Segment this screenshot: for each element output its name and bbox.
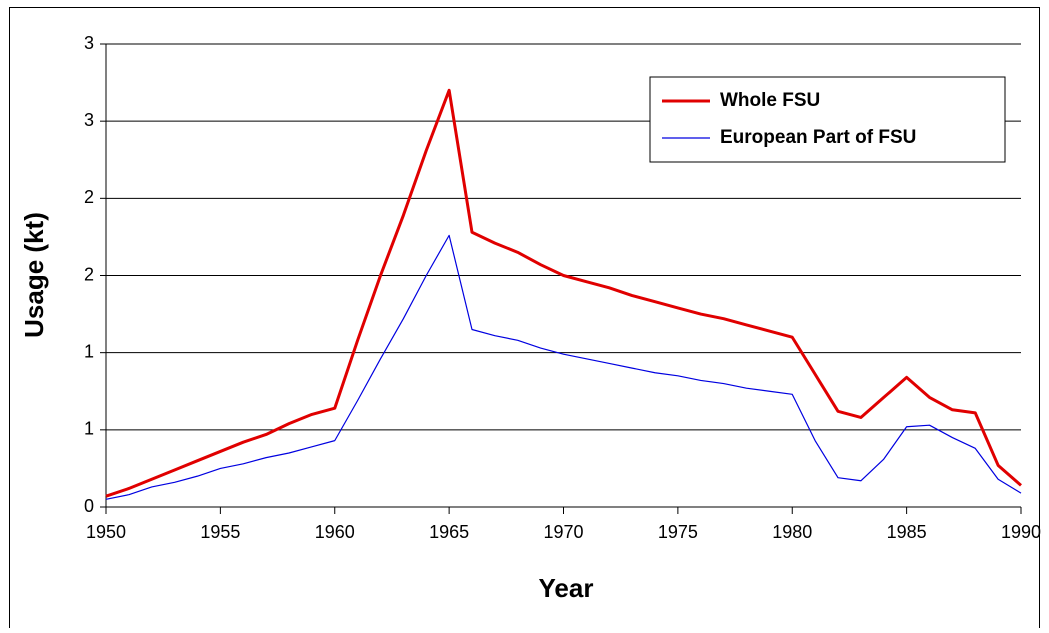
x-tick-label: 1960	[315, 522, 355, 542]
y-tick-label: 3	[84, 33, 94, 53]
series-line	[105, 88, 1022, 498]
x-tick-label: 1990	[1001, 522, 1041, 542]
y-tick-label: 1	[84, 341, 94, 361]
legend-label: European Part of FSU	[720, 127, 916, 148]
legend-label: Whole FSU	[720, 90, 820, 111]
x-tick-label: 1970	[543, 522, 583, 542]
x-axis-label: Year	[539, 573, 594, 603]
x-tick-label: 1965	[429, 522, 469, 542]
y-tick-label: 1	[84, 419, 94, 439]
x-tick-label: 1985	[887, 522, 927, 542]
series-line	[105, 234, 1022, 500]
y-tick-label: 0	[84, 496, 94, 516]
x-tick-label: 1980	[772, 522, 812, 542]
legend-box	[649, 76, 1006, 163]
x-tick-label: 1955	[200, 522, 240, 542]
y-axis-label: Usage (kt)	[19, 212, 49, 338]
x-tick-label: 1975	[658, 522, 698, 542]
y-tick-label: 3	[84, 110, 94, 130]
y-tick-label: 2	[84, 264, 94, 284]
x-tick-label: 1950	[86, 522, 126, 542]
y-tick-label: 2	[84, 187, 94, 207]
